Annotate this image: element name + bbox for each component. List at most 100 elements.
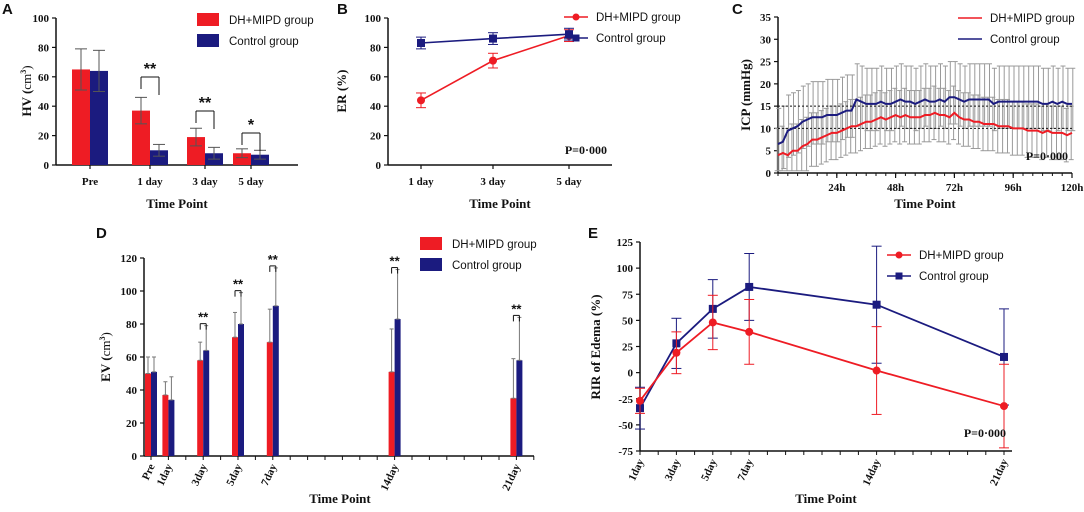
c-error-bar bbox=[786, 94, 792, 158]
c-error-bar bbox=[800, 85, 806, 149]
legend-marker-1 bbox=[572, 34, 580, 42]
b-xtick-label: 3 day bbox=[480, 176, 506, 188]
e-ytick-label: 100 bbox=[617, 263, 634, 275]
d-error-bar bbox=[198, 341, 203, 361]
c-xtick-label: 120h bbox=[1061, 182, 1084, 194]
panel-e: -75 -50 -25 0 25 50 75 100 125 1day 3day 5day 7day 14… bbox=[588, 237, 1012, 506]
d-error-bar bbox=[273, 267, 278, 307]
d-bar bbox=[197, 360, 204, 456]
e-ytick-label: 75 bbox=[622, 289, 634, 301]
a-significance-bracket bbox=[195, 110, 215, 129]
a-significance-stars: ** bbox=[144, 61, 157, 78]
c-ytick-label: 30 bbox=[760, 34, 772, 46]
a-ylabel-main: HV ( bbox=[19, 90, 34, 117]
legend-label-1: Control group bbox=[596, 33, 666, 45]
c-ytick-label: 20 bbox=[760, 79, 772, 91]
a-bar bbox=[187, 137, 205, 165]
d-significance-stars: ** bbox=[511, 301, 522, 316]
b-ytick-label: 40 bbox=[370, 101, 382, 113]
d-xtick-label: 7day bbox=[259, 462, 280, 488]
d-y-axis-label: EV (cm3) bbox=[98, 332, 113, 382]
legend-label-0: DH+MIPD group bbox=[919, 250, 1004, 262]
d-error-bar bbox=[517, 316, 522, 361]
d-ytick-label: 120 bbox=[121, 253, 138, 265]
d-bar bbox=[510, 398, 517, 456]
a-error-bar bbox=[236, 148, 248, 159]
legend-swatch-0 bbox=[420, 237, 442, 250]
d-bar bbox=[516, 360, 523, 456]
e-x-axis-label: Time Point bbox=[795, 491, 857, 506]
c-error-bar bbox=[874, 67, 880, 132]
c-error-bar bbox=[898, 63, 904, 127]
d-bar bbox=[394, 319, 401, 456]
d-ylabel-main: EV ( bbox=[98, 356, 113, 381]
d-ylabel-unit: cm bbox=[98, 341, 113, 357]
e-xtick-label: 7day bbox=[735, 457, 756, 483]
e-point bbox=[872, 366, 881, 375]
e-point bbox=[1000, 402, 1008, 411]
a-significance-stars: * bbox=[248, 117, 255, 134]
c-error-bar bbox=[991, 67, 997, 132]
c-ytick-label: 15 bbox=[760, 101, 772, 113]
c-error-bar bbox=[947, 61, 953, 125]
panel-b-letter: B bbox=[337, 1, 348, 18]
e-ytick-label: 25 bbox=[622, 342, 634, 354]
d-significance-stars: ** bbox=[268, 252, 279, 267]
e-series-line-1 bbox=[639, 285, 1005, 409]
d-significance-bracket bbox=[234, 290, 242, 297]
a-ylabel-exp: 3 bbox=[19, 70, 28, 74]
a-xtick-label: 3 day bbox=[192, 176, 218, 188]
e-ytick-label: -75 bbox=[618, 446, 633, 458]
legend-label-0: DH+MIPD group bbox=[990, 13, 1075, 25]
c-error-bar bbox=[1065, 67, 1071, 132]
c-error-bar bbox=[977, 63, 983, 127]
c-error-bar bbox=[776, 107, 782, 172]
d-significance-bracket bbox=[391, 267, 399, 274]
d-bar bbox=[203, 350, 210, 456]
a-significance-bracket bbox=[140, 76, 160, 95]
e-pvalue: P=0·000 bbox=[964, 426, 1006, 440]
legend-swatch-1 bbox=[420, 258, 442, 271]
e-series-line-0 bbox=[639, 321, 1005, 407]
c-error-bar bbox=[830, 78, 836, 143]
legend-label-1: Control group bbox=[229, 36, 299, 48]
d-error-bar bbox=[267, 308, 272, 343]
c-error-bar bbox=[889, 67, 894, 132]
c-error-bar bbox=[913, 67, 919, 132]
d-ytick-label: 20 bbox=[126, 418, 138, 430]
a-error-bar bbox=[208, 146, 220, 160]
c-error-bar bbox=[825, 78, 831, 143]
a-significance-bracket bbox=[241, 132, 261, 151]
e-ytick-label: 125 bbox=[617, 237, 634, 249]
panel-c: 0 5 10 15 20 25 30 35 24h 48h 72h 96h 120h ICP (mmHg)… bbox=[738, 12, 1083, 211]
d-error-bar bbox=[239, 292, 243, 325]
d-ylabel-close: ) bbox=[98, 332, 113, 336]
e-point bbox=[872, 300, 881, 309]
c-ytick-label: 10 bbox=[760, 123, 772, 135]
a-xtick-label: 1 day bbox=[137, 176, 163, 188]
b-point bbox=[417, 96, 425, 105]
b-ytick-label: 0 bbox=[376, 160, 382, 172]
c-xtick-label: 72h bbox=[946, 182, 963, 194]
d-significance-stars: ** bbox=[390, 254, 401, 269]
c-error-bar bbox=[1055, 67, 1061, 132]
c-error-bar bbox=[805, 83, 811, 147]
e-xtick-label: 14day bbox=[861, 457, 884, 488]
d-ylabel-exp: 3 bbox=[98, 337, 107, 341]
e-ytick-label: 50 bbox=[622, 315, 634, 327]
a-error-bar bbox=[75, 48, 87, 91]
a-significance-stars: ** bbox=[199, 95, 212, 112]
c-error-bar bbox=[1070, 67, 1076, 132]
legend-label-0: DH+MIPD group bbox=[229, 15, 314, 27]
d-xtick-label: 3day bbox=[189, 462, 210, 488]
a-ytick-label: 60 bbox=[38, 72, 50, 84]
d-x-axis-label: Time Point bbox=[309, 491, 371, 506]
d-xtick-label: 1day bbox=[155, 462, 176, 488]
panel-d-letter: D bbox=[96, 225, 107, 242]
c-error-bar bbox=[987, 63, 992, 127]
a-error-bar bbox=[93, 49, 105, 92]
b-xtick-label: 5 day bbox=[556, 176, 582, 188]
b-point bbox=[417, 38, 425, 47]
